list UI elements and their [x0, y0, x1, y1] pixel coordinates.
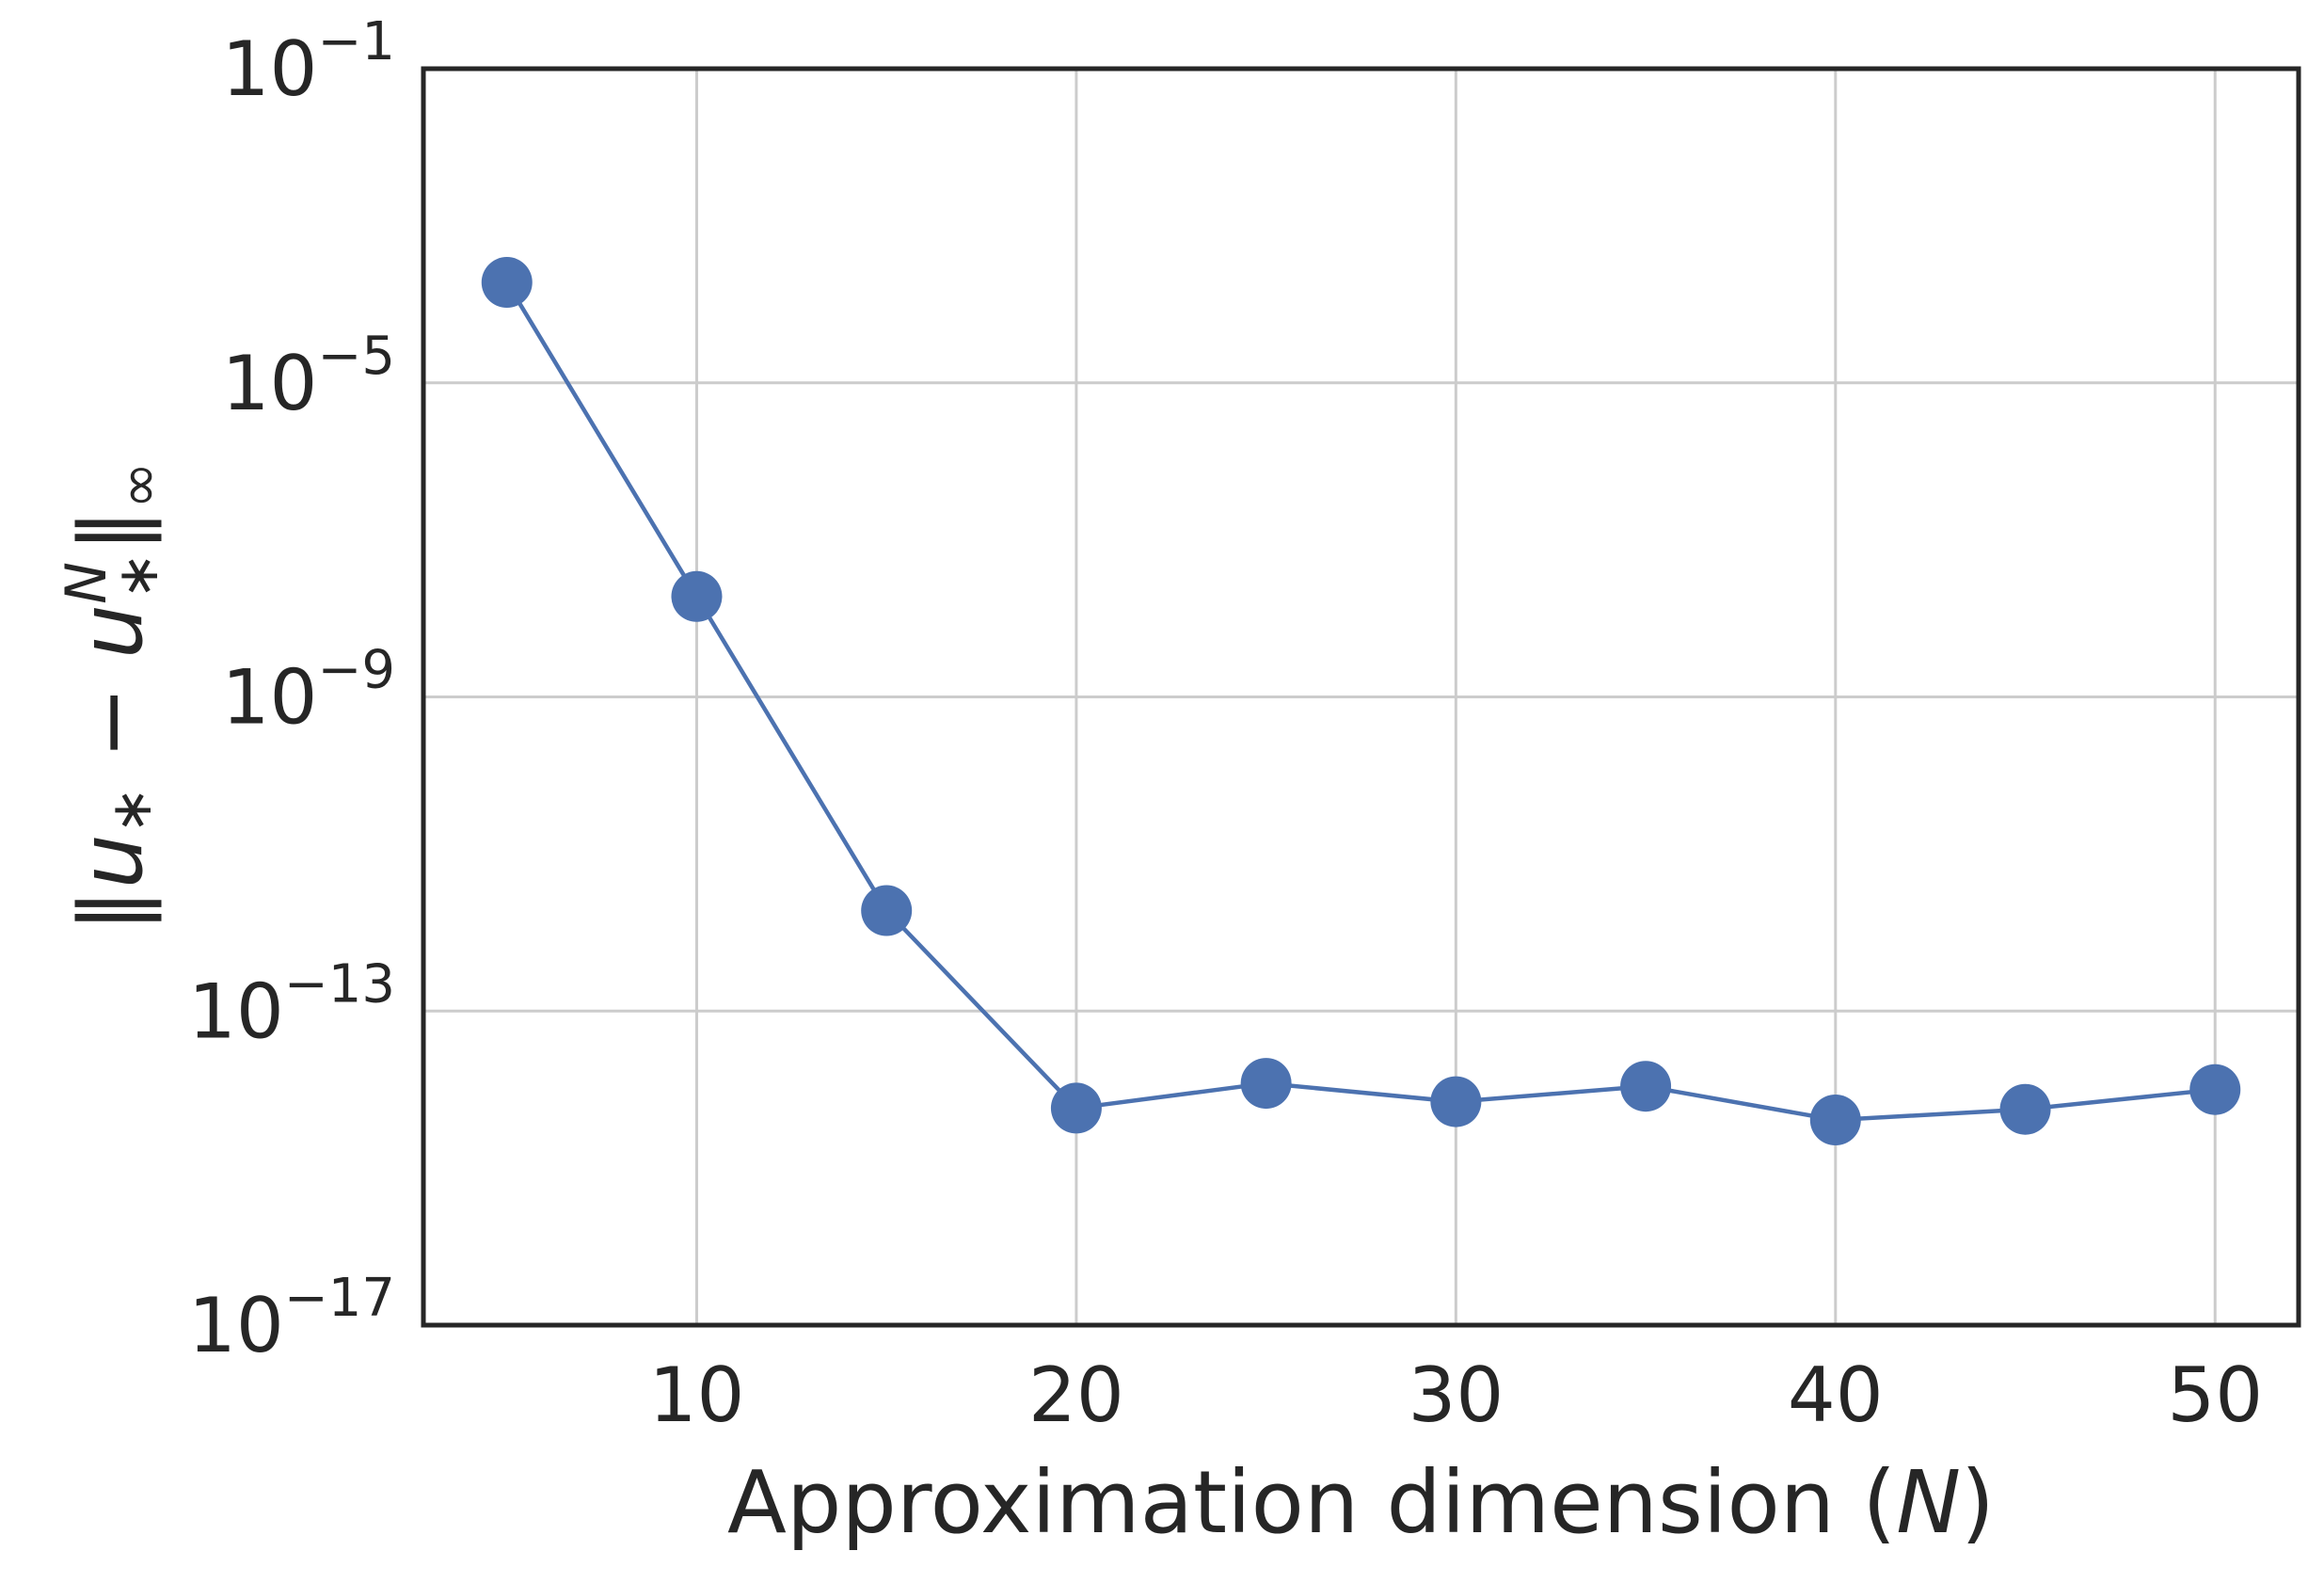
- x-tick-labels: 10 20 30 40 50: [649, 1351, 2264, 1439]
- y-axis-label: ‖u∗ − uN∗‖∞: [54, 462, 172, 933]
- data-point-50: [2189, 1063, 2241, 1115]
- x-axis-label: Approximation dimension (N): [727, 1452, 1995, 1553]
- data-point-25: [1240, 1058, 1292, 1110]
- y-tick-label-3: 10−13: [188, 953, 395, 1055]
- data-point-20: [1050, 1082, 1102, 1134]
- data-point-35: [1620, 1061, 1672, 1112]
- data-point-45: [1999, 1083, 2051, 1135]
- grid-lines: [423, 67, 2299, 1327]
- y-tick-label-4: 10−17: [188, 1268, 395, 1369]
- x-tick-label-20: 20: [1028, 1351, 1124, 1439]
- x-tick-label-50: 50: [2167, 1351, 2263, 1439]
- data-point-5: [481, 257, 533, 309]
- x-tick-label-40: 40: [1788, 1351, 1884, 1439]
- data-point-40: [1809, 1094, 1861, 1145]
- y-tick-labels: 10−1 10−5 10−9 10−13 10−17: [188, 11, 395, 1369]
- data-point-10: [671, 570, 723, 622]
- x-tick-label-30: 30: [1408, 1351, 1504, 1439]
- y-tick-label-0: 10−1: [222, 11, 395, 113]
- svg-text:‖u∗ − uN∗‖∞: ‖u∗ − uN∗‖∞: [54, 462, 172, 933]
- y-tick-label-1: 10−5: [222, 326, 395, 427]
- plot-frame: [421, 66, 2301, 1328]
- x-tick-label-10: 10: [649, 1351, 745, 1439]
- data-point-30: [1430, 1076, 1482, 1127]
- series-layer: [481, 257, 2241, 1145]
- series-line-0: [504, 280, 2216, 1123]
- data-point-15: [861, 885, 913, 936]
- y-tick-label-2: 10−9: [222, 640, 395, 742]
